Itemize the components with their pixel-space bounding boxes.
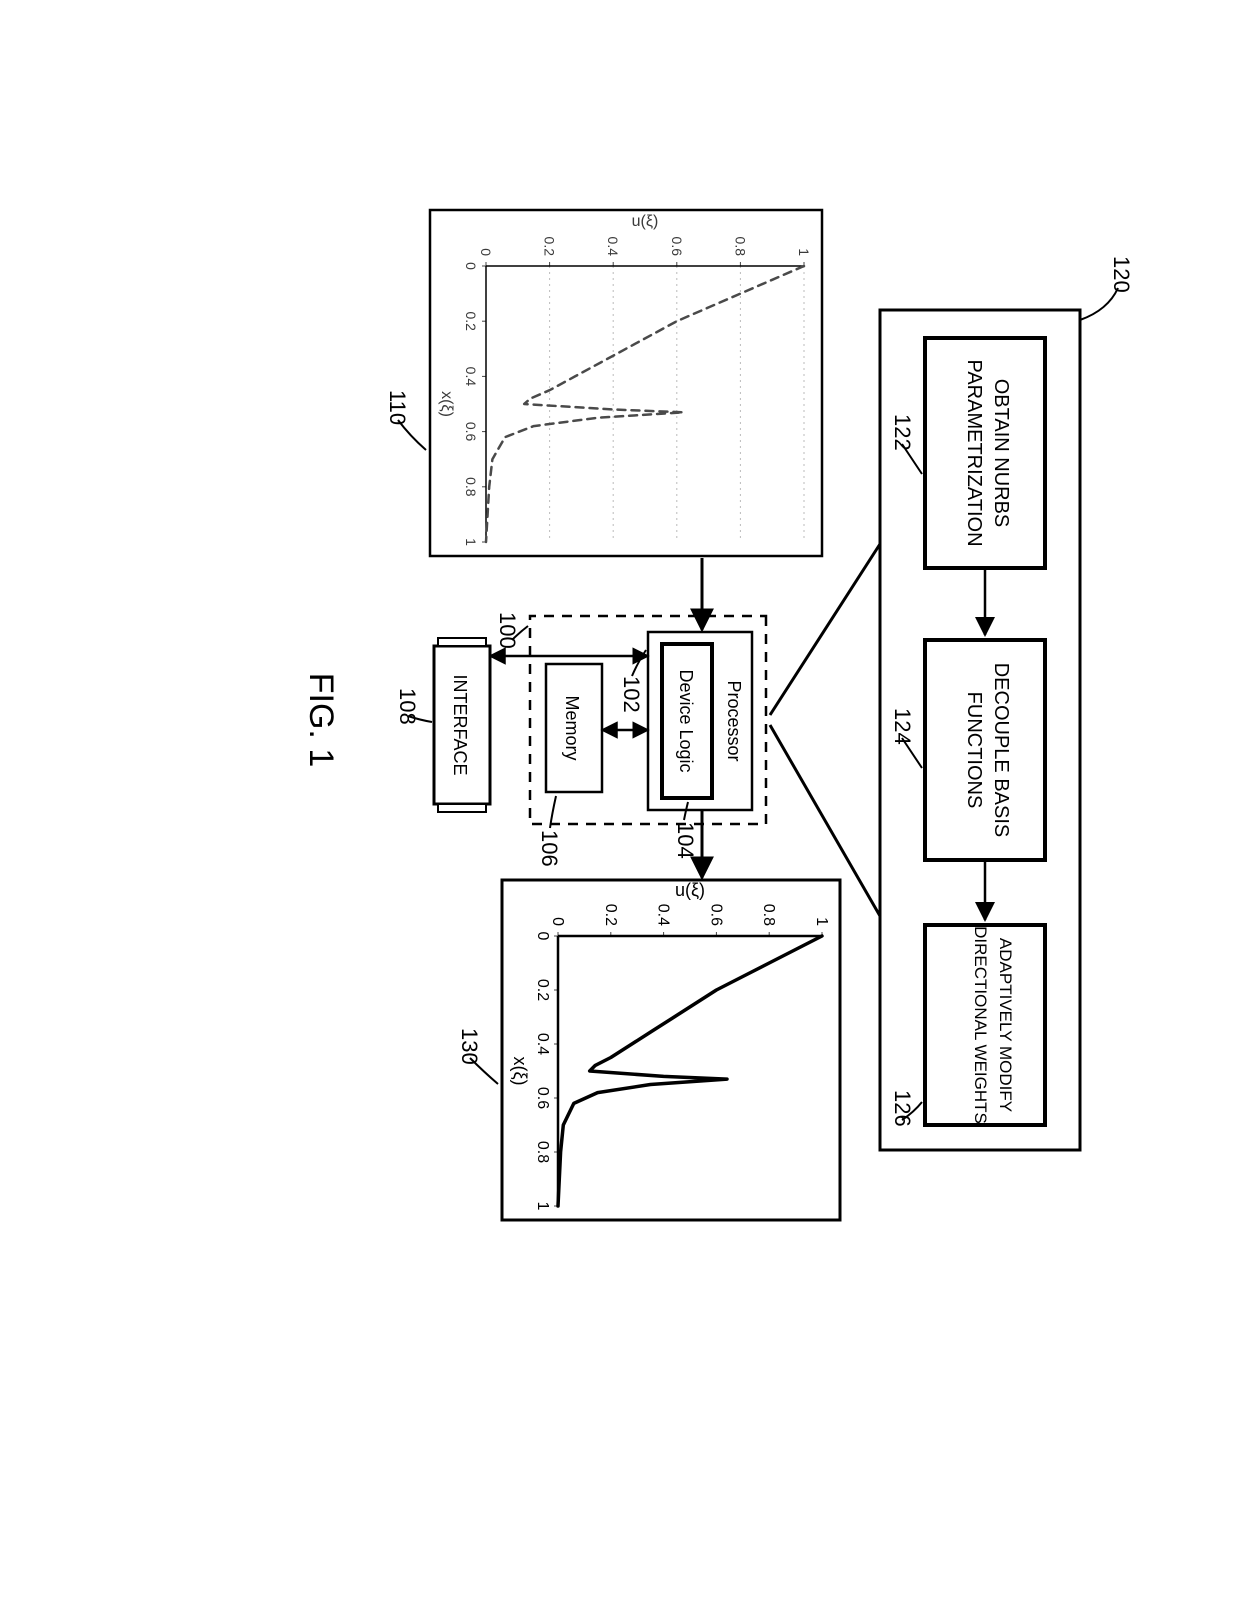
y-axis-label: u(ξ) (632, 213, 659, 230)
step-3: ADAPTIVELY MODIFY DIRECTIONAL WEIGHTS 12… (890, 925, 1045, 1127)
svg-text:0.4: 0.4 (655, 904, 672, 926)
ref-processor: 102 (619, 676, 644, 713)
step-1: OBTAIN NURBS PARAMETRIZATION 122 (890, 338, 1045, 568)
figure-stage: 120 OBTAIN NURBS PARAMETRIZATION 122 DEC… (0, 0, 1240, 1604)
chart-in-group: 0 0.2 0.4 0.6 0.8 1 0 0.2 0.4 0.6 0.8 1 x(ξ) u(ξ) 110 (385, 210, 822, 556)
svg-text:0.8: 0.8 (463, 477, 479, 497)
svg-text:0: 0 (463, 262, 479, 270)
svg-text:1: 1 (796, 248, 812, 256)
figure-label: FIG. 1 (302, 673, 340, 767)
step2-line2: FUNCTIONS (963, 692, 985, 809)
svg-text:0: 0 (478, 248, 494, 256)
interface-label: INTERFACE (450, 674, 470, 775)
svg-text:0.2: 0.2 (542, 237, 558, 257)
processor-label: Processor (724, 680, 744, 761)
svg-text:0.4: 0.4 (605, 237, 621, 257)
svg-text:1: 1 (463, 538, 479, 546)
svg-text:0.6: 0.6 (534, 1087, 551, 1109)
y-axis-label: u(ξ) (675, 880, 705, 900)
svg-text:1: 1 (813, 917, 830, 926)
svg-text:0.2: 0.2 (602, 904, 619, 926)
ref-pipeline: 120 (1109, 256, 1134, 293)
memory-label: Memory (562, 695, 582, 760)
chart-in-frame (430, 210, 822, 556)
ref-chart-in: 110 (385, 390, 410, 425)
step3-line1: ADAPTIVELY MODIFY (996, 938, 1015, 1112)
svg-text:0.6: 0.6 (463, 422, 479, 442)
chart-out-group: 0 0.2 0.4 0.6 0.8 1 0 0.2 0.4 0.6 0.8 1 x(ξ) u(ξ) 130 (457, 880, 840, 1220)
svg-text:0.6: 0.6 (669, 237, 685, 257)
svg-text:0.6: 0.6 (707, 904, 724, 926)
ref-chart-out: 130 (457, 1028, 482, 1065)
svg-text:0.2: 0.2 (534, 979, 551, 1001)
x-axis-label: x(ξ) (510, 1056, 530, 1085)
ref-memory: 106 (537, 830, 562, 867)
svg-text:1: 1 (534, 1202, 551, 1211)
device-logic-label: Device Logic (676, 669, 696, 772)
svg-text:0.8: 0.8 (534, 1141, 551, 1163)
step-2: DECOUPLE BASIS FUNCTIONS 124 (890, 640, 1045, 860)
ref-logic: 104 (673, 822, 698, 859)
ref-step3: 126 (890, 1090, 915, 1127)
svg-text:0.8: 0.8 (760, 904, 777, 926)
step3-line2: DIRECTIONAL WEIGHTS (971, 926, 990, 1124)
svg-text:0.8: 0.8 (732, 237, 748, 257)
svg-text:0.4: 0.4 (463, 367, 479, 387)
chart-out-frame (502, 880, 840, 1220)
svg-text:0: 0 (534, 932, 551, 941)
step2-line1: DECOUPLE BASIS (990, 663, 1012, 838)
step1-line1: OBTAIN NURBS (990, 379, 1012, 528)
x-axis-label: x(ξ) (438, 391, 455, 417)
svg-text:0.2: 0.2 (463, 311, 479, 331)
funnel-left (770, 544, 880, 715)
svg-text:0: 0 (549, 917, 566, 926)
ref-device: 100 (495, 612, 520, 649)
figure-svg: 120 OBTAIN NURBS PARAMETRIZATION 122 DEC… (0, 0, 1240, 1604)
device-group: 100 Processor Device Logic Memory INTERF… (395, 558, 766, 878)
step1-line2: PARAMETRIZATION (963, 359, 985, 546)
svg-text:0.4: 0.4 (534, 1033, 551, 1055)
